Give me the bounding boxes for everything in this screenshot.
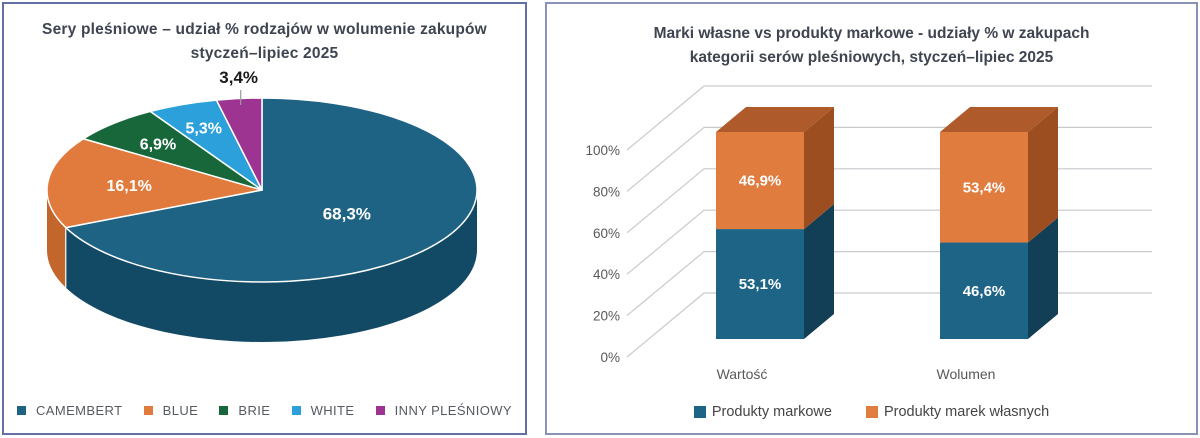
legend-label: Produkty marek własnych [883,404,1050,420]
bar-segment-Wolumen-markowe [940,242,1028,339]
pie-chart-title-line1: Sery pleśniowe – udział % rodzajów w wol… [42,21,487,38]
legend-label: INNY PLEŚNIOWY [394,403,512,418]
legend-item-series-1: Produkty marek własnych [865,404,1050,420]
pie-slice-blue [46,138,263,229]
bar-segment-side [1028,107,1058,243]
gridline-40% [626,209,1152,275]
pie-chart-title: Sery pleśniowe – udział % rodzajów w wol… [4,18,525,66]
pie-chart-legend: CAMEMBERT BLUE BRIE WHITE INNY PLEŚNIOWY [4,403,525,418]
stacked-bar-chart: 0% 20% 40% 60% 80% 100% 53,1% 46,9% Wartość 46,6%… [585,85,1152,382]
gridline-60% [626,168,1152,234]
pie-data-label-white: 5,3% [186,121,222,138]
legend-label: BLUE [162,403,199,418]
x-axis-category-Wolumen: Wolumen [937,366,996,382]
bar-segment-side [1028,217,1058,339]
bar-chart-title: Marki własne vs produkty markowe - udzia… [547,22,1196,70]
legend-item-brie: BRIE [219,403,270,418]
pie-data-label-blue: 16,1% [106,178,151,195]
pie-chart-title-line2: styczeń–lipiec 2025 [190,45,339,63]
bar-value-label: 46,6% [963,283,1006,300]
legend-label: Produkty markowe [711,404,832,420]
y-axis-tick-0%: 0% [600,350,620,365]
legend-swatch [693,406,706,418]
pie-chart: 68,3% 16,1% 6,9% 5,3% 3,4% [46,68,478,342]
y-axis-tick-60%: 60% [593,226,620,241]
y-axis-tick-40%: 40% [593,267,620,282]
pie-side-camembert [65,190,478,342]
pie-side-blue [47,190,66,288]
bar-chart-card: 0% 20% 40% 60% 80% 100% 53,1% 46,9% Wartość 46,6%… [545,2,1198,435]
bar-segment-top [716,107,834,132]
pie-chart-card: 68,3% 16,1% 6,9% 5,3% 3,4% Sery pleśniowe – … [2,2,527,435]
y-axis-tick-100%: 100% [585,143,620,158]
gridline-0% [626,292,1152,358]
bar-segment-side [804,107,834,230]
bar-value-label: 46,9% [739,173,782,190]
pie-slice-camembert [65,97,478,283]
pie-data-label-camembert: 68,3% [323,205,371,224]
bar-value-label: 53,4% [963,179,1006,196]
bar-segment-Wartość-markowe [716,229,804,339]
gridline-20% [626,251,1152,317]
pie-data-label-inny-plesniowy: 3,4% [219,68,258,87]
x-axis-category-Wartość: Wartość [717,366,768,382]
bar-chart-title-line1: Marki własne vs produkty markowe - udzia… [653,25,1090,42]
legend-label: BRIE [238,403,271,418]
legend-label: CAMEMBERT [36,403,123,418]
bar-segment-Wolumen-marki-wlasne [940,132,1028,243]
pie-data-label-brie: 6,9% [140,136,176,153]
legend-label: WHITE [310,403,355,418]
legend-swatch-inny-plesniowy [375,406,385,415]
legend-swatch [865,406,878,418]
pie-slice-inny-plesniowy [215,97,263,191]
bar-chart-title-line2: kategorii serów pleśniowych, styczeń–lip… [689,49,1054,67]
gridline-100% [626,85,1152,151]
bar-segment-top [940,107,1058,132]
legend-swatch-blue [143,406,153,415]
gridline-80% [626,126,1152,192]
legend-item-inny-plesniowy: INNY PLEŚNIOWY [375,403,512,418]
y-axis-tick-80%: 80% [593,184,620,199]
bar-segment-side [804,204,834,339]
y-axis-tick-20%: 20% [593,309,620,324]
legend-swatch-brie [219,406,229,415]
legend-swatch-camembert [17,406,26,415]
legend-item-series-0: Produkty markowe [693,404,832,420]
bar-value-label: 53,1% [739,276,782,293]
legend-item-white: WHITE [291,403,355,418]
legend-item-blue: BLUE [143,403,199,418]
legend-swatch-white [291,406,301,415]
bar-chart-legend: Produkty markowe Produkty marek własnych [547,404,1196,420]
legend-item-camembert: CAMEMBERT [17,403,122,418]
bar-segment-Wartość-marki-wlasne [716,132,804,230]
